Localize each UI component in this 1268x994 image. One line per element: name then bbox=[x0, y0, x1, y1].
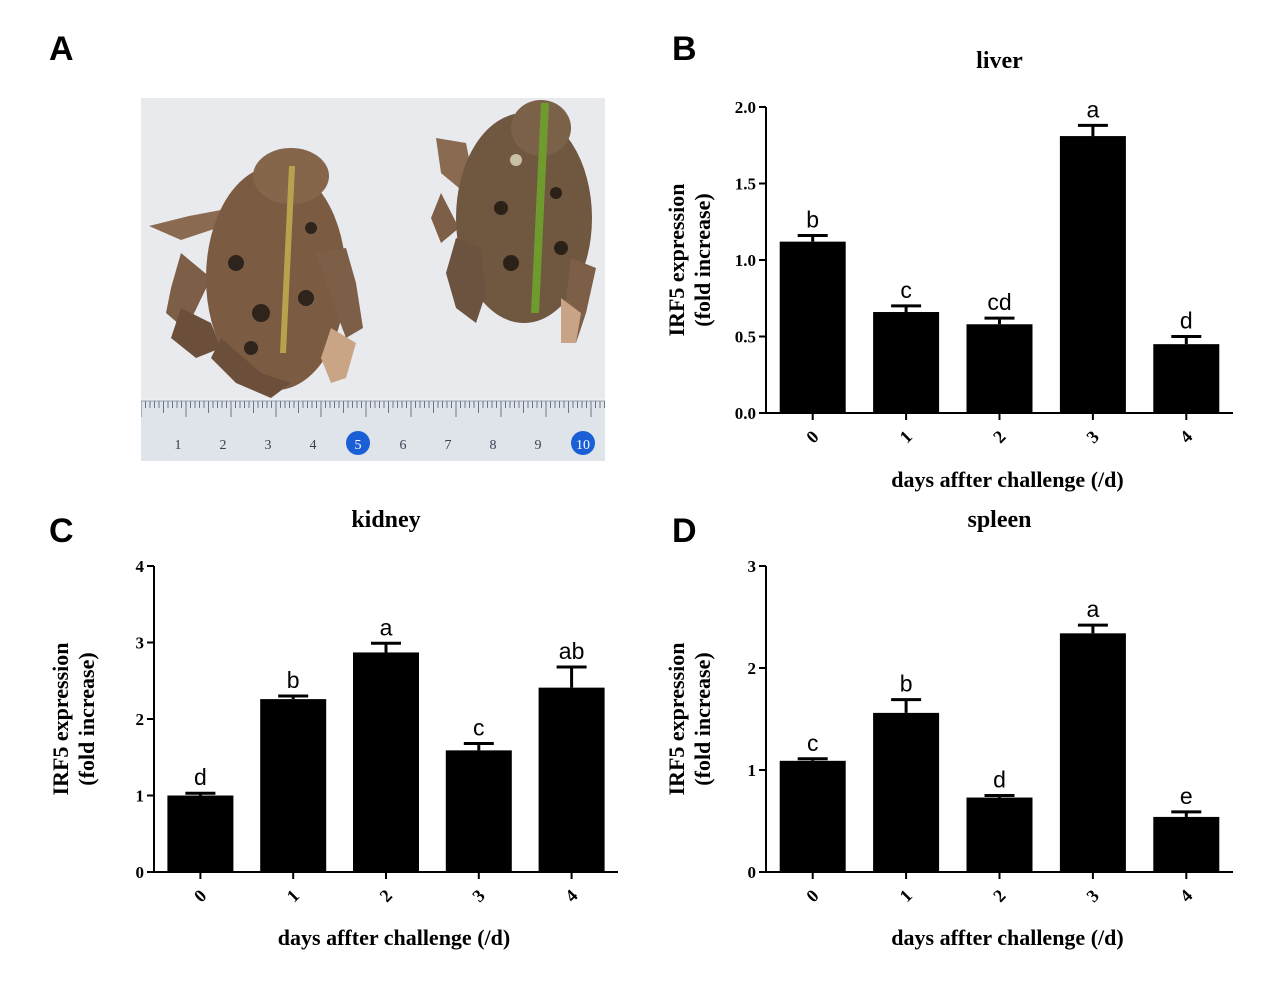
y-tick-label: 0.5 bbox=[735, 328, 756, 347]
significance-label: b bbox=[806, 207, 819, 233]
ruler-label: 3 bbox=[265, 438, 272, 453]
x-tick-label: 0 bbox=[190, 886, 211, 907]
y-tick-label: 0.0 bbox=[735, 404, 756, 423]
bar bbox=[966, 324, 1033, 413]
panel-letter-c: C bbox=[49, 512, 74, 550]
y-tick-label: 1 bbox=[136, 787, 145, 806]
ruler-label: 8 bbox=[490, 438, 497, 453]
ruler-label: 1 bbox=[175, 438, 182, 453]
y-tick-label: 2 bbox=[748, 659, 757, 678]
bar bbox=[445, 750, 512, 872]
ruler-badge bbox=[571, 431, 595, 455]
significance-label: d bbox=[993, 767, 1006, 793]
y-tick-label: 0 bbox=[748, 863, 757, 882]
y-tick-label: 3 bbox=[748, 557, 757, 576]
significance-label: b bbox=[900, 671, 913, 697]
x-tick-label: 1 bbox=[283, 886, 304, 907]
bar bbox=[260, 699, 327, 872]
right-frog bbox=[431, 100, 596, 343]
ruler-label: 6 bbox=[400, 438, 407, 453]
x-axis-label: days affter challenge (/d) bbox=[278, 925, 510, 950]
y-tick-label: 0 bbox=[136, 863, 145, 882]
bar bbox=[538, 687, 605, 872]
significance-label: c bbox=[807, 730, 819, 756]
chart-title: kidney bbox=[351, 507, 420, 533]
ruler-label: 4 bbox=[310, 438, 317, 453]
y-axis-label: IRF5 expression bbox=[664, 184, 689, 337]
ruler-label: 2 bbox=[220, 438, 227, 453]
panel-letter-d: D bbox=[672, 512, 697, 550]
left-frog bbox=[149, 148, 363, 398]
significance-label: e bbox=[1180, 783, 1193, 809]
bar bbox=[873, 712, 940, 872]
panel-letter-a: A bbox=[49, 30, 74, 68]
chart-title: spleen bbox=[967, 507, 1031, 533]
significance-label: cd bbox=[987, 289, 1011, 315]
y-axis-label: (fold increase) bbox=[74, 652, 99, 785]
ruler-label: 10 bbox=[576, 438, 590, 453]
significance-label: c bbox=[473, 714, 485, 740]
significance-label: ab bbox=[559, 638, 585, 664]
significance-label: a bbox=[1087, 596, 1100, 622]
y-axis-label: IRF5 expression bbox=[664, 643, 689, 796]
y-tick-label: 1 bbox=[748, 761, 757, 780]
x-tick-label: 4 bbox=[561, 886, 582, 907]
x-tick-label: 3 bbox=[468, 886, 489, 907]
x-tick-label: 2 bbox=[989, 427, 1010, 448]
ruler-label: 7 bbox=[445, 438, 452, 453]
ruler-badge bbox=[346, 431, 370, 455]
bar bbox=[1059, 136, 1126, 413]
y-axis-label: (fold increase) bbox=[690, 652, 715, 785]
chart-title: liver bbox=[976, 48, 1023, 74]
y-tick-label: 2 bbox=[136, 710, 145, 729]
y-tick-label: 1.5 bbox=[735, 175, 756, 194]
x-tick-label: 2 bbox=[376, 886, 397, 907]
significance-label: a bbox=[380, 614, 393, 640]
y-tick-label: 3 bbox=[136, 634, 145, 653]
y-tick-label: 2.0 bbox=[735, 98, 756, 117]
bar bbox=[873, 312, 940, 413]
x-tick-label: 0 bbox=[802, 427, 823, 448]
significance-label: a bbox=[1087, 96, 1100, 122]
bar bbox=[167, 795, 234, 872]
x-axis-label: days affter challenge (/d) bbox=[891, 925, 1123, 950]
y-axis-label: (fold increase) bbox=[690, 193, 715, 326]
ruler-label: 9 bbox=[535, 438, 542, 453]
bar bbox=[779, 241, 846, 413]
x-axis-label: days affter challenge (/d) bbox=[891, 467, 1123, 492]
x-tick-label: 0 bbox=[802, 886, 823, 907]
bar bbox=[1059, 633, 1126, 872]
x-tick-label: 4 bbox=[1176, 886, 1197, 907]
frog-photo: 1 2 3 4 5 6 7 8 9 10 bbox=[141, 98, 605, 461]
x-tick-label: 4 bbox=[1176, 427, 1197, 448]
significance-label: c bbox=[900, 277, 912, 303]
ruler: 1 2 3 4 5 6 7 8 9 10 bbox=[141, 400, 605, 461]
y-tick-label: 4 bbox=[136, 557, 145, 576]
bar bbox=[353, 652, 419, 872]
x-tick-label: 3 bbox=[1082, 886, 1103, 907]
significance-label: d bbox=[194, 764, 207, 790]
bar bbox=[1153, 816, 1220, 872]
chart-kidney: kidney 0 1 2 3 4 IRF5 expression (fold increase… bbox=[48, 507, 618, 950]
chart-liver: liver 0.0 0.5 1.0 1.5 2.0 IRF5 expression (fold… bbox=[664, 48, 1233, 492]
ruler-label: 5 bbox=[355, 438, 362, 453]
bar bbox=[1153, 344, 1220, 413]
bar bbox=[779, 760, 846, 872]
x-tick-label: 2 bbox=[989, 886, 1010, 907]
x-tick-label: 1 bbox=[896, 427, 917, 448]
chart-spleen: spleen 0 1 2 3 IRF5 expression (fold increase)… bbox=[664, 507, 1233, 950]
y-axis-label: IRF5 expression bbox=[48, 643, 73, 796]
significance-label: b bbox=[287, 667, 300, 693]
significance-label: d bbox=[1180, 308, 1193, 334]
y-tick-label: 1.0 bbox=[735, 251, 756, 270]
bar bbox=[966, 797, 1033, 872]
x-tick-label: 1 bbox=[896, 886, 917, 907]
panel-letter-b: B bbox=[672, 30, 697, 68]
x-tick-label: 3 bbox=[1082, 427, 1103, 448]
